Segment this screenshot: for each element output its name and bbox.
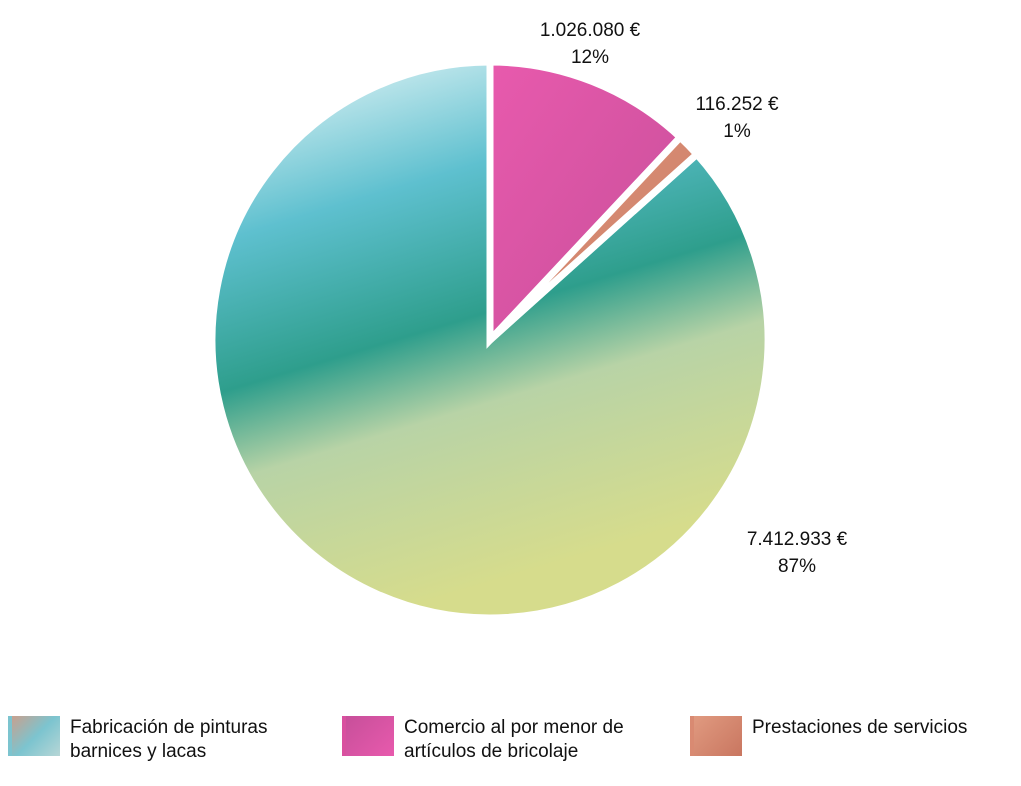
legend-item: Prestaciones de servicios <box>690 716 1021 756</box>
legend-label: Comercio al por menor de artículos de br… <box>404 717 624 762</box>
percentage-label: 12% <box>571 47 609 68</box>
pie-slice <box>487 132 702 343</box>
percentage-label: 87% <box>778 556 816 577</box>
pie-chart: 7.412.933 € 87% 1.026.080 € 12% 116.252 € 1% <box>212 20 848 618</box>
legend-label: Fabricación de pinturas barnices y lacas <box>70 717 268 762</box>
value-label: 7.412.933 € <box>747 529 848 550</box>
pie-slice <box>486 58 686 349</box>
legend-label: Prestaciones de servicios <box>752 717 968 738</box>
legend-swatch <box>690 716 742 756</box>
legend-swatch <box>342 716 394 756</box>
legend-item: Comercio al por menor de artículos de br… <box>342 716 664 764</box>
legend-swatch <box>8 716 60 756</box>
value-label: 116.252 € <box>695 94 779 115</box>
legend-item: Fabricación de pinturas barnices y lacas <box>8 716 330 764</box>
value-label: 1.026.080 € <box>540 20 641 41</box>
percentage-label: 1% <box>723 121 751 142</box>
